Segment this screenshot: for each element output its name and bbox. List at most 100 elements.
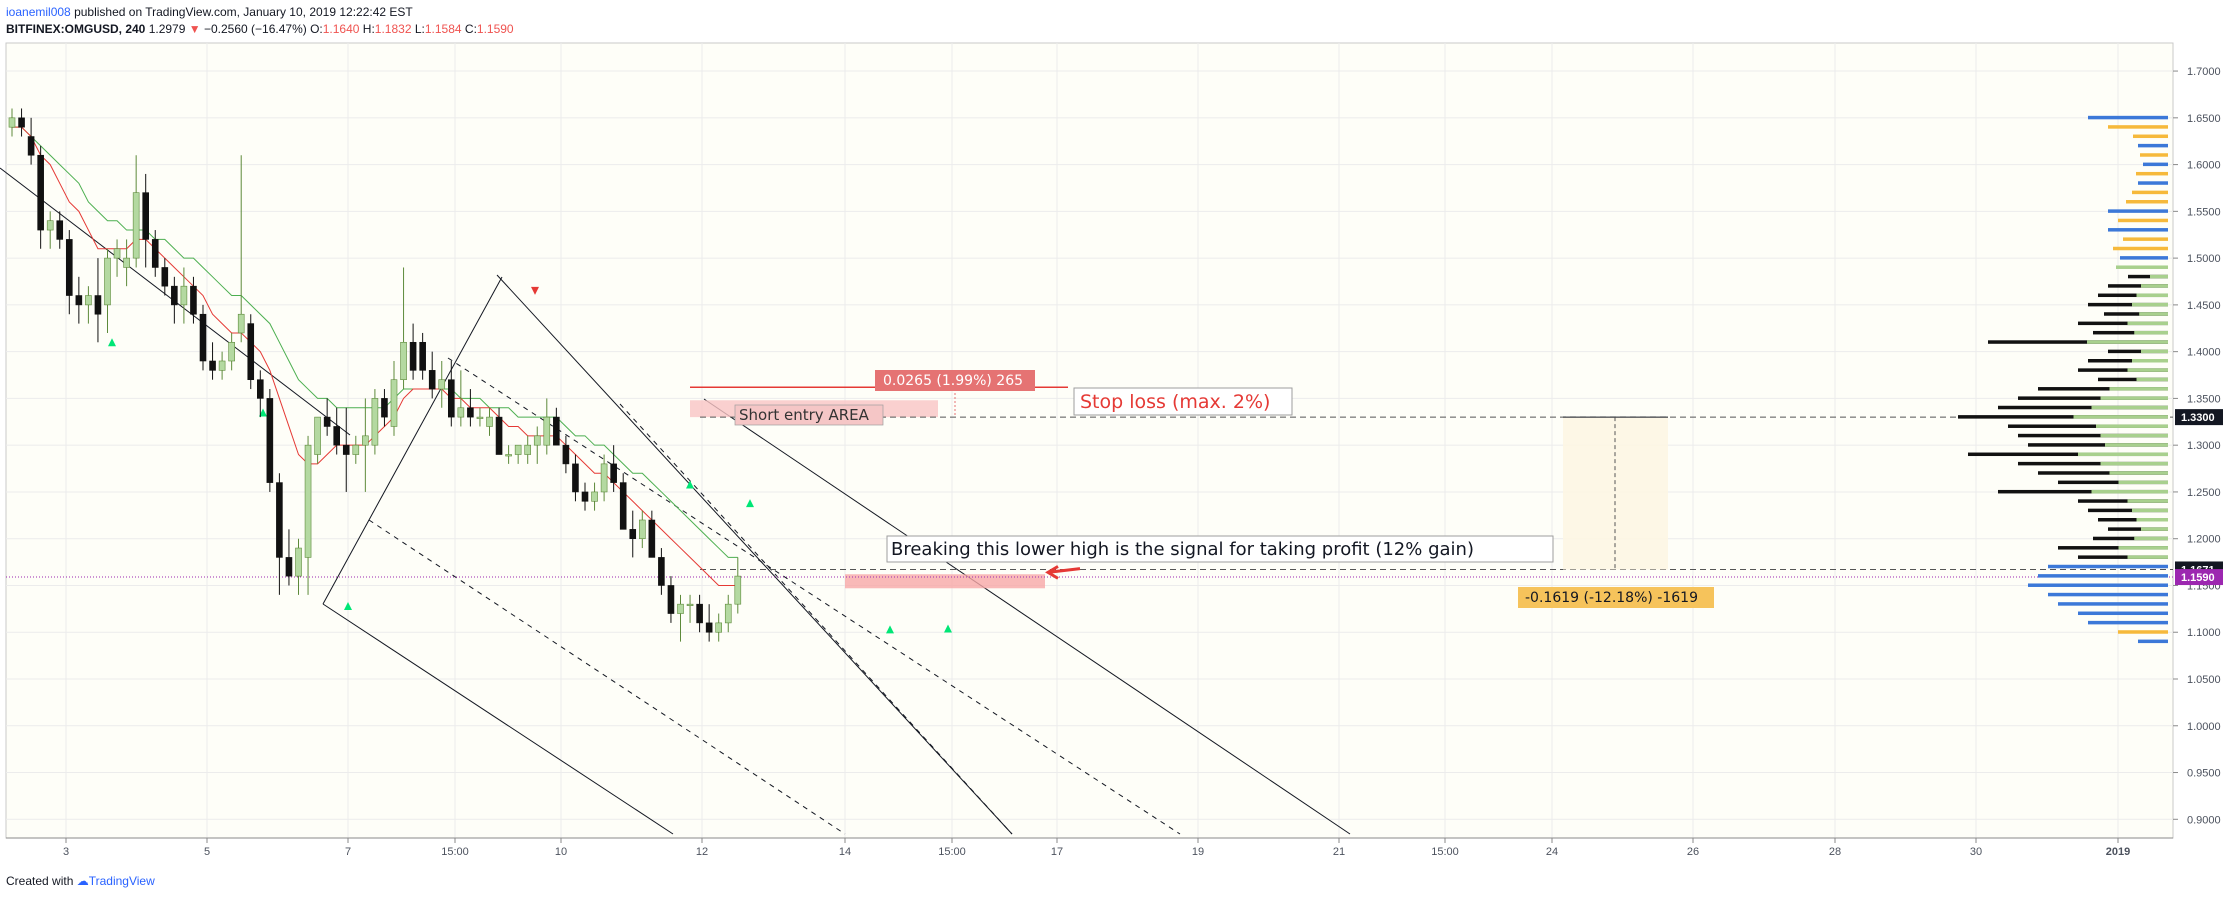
symbol-name: BITFINEX:OMGUSD, 240 [6, 22, 146, 36]
volume-profile-bar-up [2078, 452, 2168, 457]
last-price: 1.2979 [148, 22, 186, 36]
candle-down [572, 463, 579, 493]
median-line-dashed [619, 403, 1013, 835]
volume-profile-bar [2058, 602, 2168, 606]
tradingview-link[interactable]: TradingView [88, 874, 155, 888]
candle-up [543, 416, 551, 446]
y-tick-label: 0.9000 [2187, 814, 2221, 826]
price-axis[interactable]: 1.7000 1.6500 1.6000 1.5500 1.5000 1.4500 1.40… [2173, 66, 2223, 826]
plot-background [5, 42, 2174, 839]
candle-up [352, 444, 360, 455]
candle-up [46, 220, 54, 231]
volume-profile-bar [2136, 171, 2168, 176]
volume-profile-bar [2058, 480, 2168, 485]
time-axis[interactable]: 3 5 7 15:00 10 12 14 15:00 17 19 21 15:00 24 26 28 30 20… [6, 837, 2173, 858]
x-tick-label: 15:00 [1431, 846, 1459, 858]
candle-down [629, 529, 637, 540]
candle-down [581, 491, 589, 502]
candle-up [438, 379, 446, 390]
volume-profile-bar [2123, 237, 2168, 241]
volume-profile-bar [2108, 284, 2168, 288]
volume-profile-bar [1998, 405, 2168, 410]
candle-up [85, 295, 92, 306]
volume-profile-bar-up [2105, 443, 2168, 447]
y-tick-label: 1.5000 [2187, 253, 2221, 265]
candle-up [686, 603, 694, 606]
price-axis-label: 1.3300 [2181, 412, 2215, 424]
candle-down [285, 557, 293, 577]
measure-bottom-label: -0.1619 (-12.18%) -1619 [1525, 590, 1698, 606]
volume-profile-bar [2116, 265, 2168, 269]
volume-profile-bar [1988, 340, 2168, 344]
candle-down [199, 313, 207, 362]
x-tick-label: 26 [1687, 846, 1699, 858]
candle-down [37, 154, 44, 231]
candle-up [600, 463, 608, 493]
buy-marker-icon [108, 338, 116, 347]
volume-profile-bar-up [2100, 461, 2168, 466]
candle-down [151, 239, 159, 268]
candle-down [27, 136, 35, 156]
author-link[interactable]: ioanemil008 [6, 5, 71, 19]
volume-profile-bar [2078, 368, 2168, 372]
volume-profile-bar-up [2136, 293, 2168, 298]
candle-up [591, 491, 598, 502]
volume-profile-bar-up [2109, 471, 2168, 475]
volume-profile-bar [2104, 312, 2168, 316]
volume-profile-bar-up [2073, 415, 2168, 419]
candle-down [428, 370, 436, 390]
channel-line [496, 274, 1013, 835]
candle-down [256, 379, 264, 399]
signal-arrow-shaft [1047, 567, 1081, 574]
y-tick-label: 0.9500 [2187, 768, 2221, 780]
volume-profile-bar-up [2136, 518, 2168, 522]
publish-info: ioanemil008 published on TradingView.com… [6, 5, 413, 19]
buy-marker-icon [944, 624, 952, 633]
high-label: H: [362, 22, 375, 36]
volume-profile-bar [2058, 546, 2168, 550]
volume-profile-bar [2108, 125, 2168, 129]
candle-up [390, 379, 398, 427]
breaking-label: Breaking this lower high is the signal f… [891, 539, 1474, 560]
volume-profile-bar [2048, 592, 2168, 597]
volume-profile-bar [2088, 508, 2168, 513]
candle-up [237, 313, 245, 334]
candle-down [333, 426, 341, 446]
x-tick-label: 2019 [2106, 846, 2130, 858]
volume-profile-bar-up [2127, 368, 2168, 372]
candle-up [371, 398, 379, 446]
candle-down [209, 360, 216, 371]
volume-profile-bar [2093, 330, 2168, 335]
price-axis-label-box [2175, 409, 2223, 426]
volume-profile-bar [2118, 630, 2168, 634]
candle-up [295, 547, 302, 577]
volume-profile-bar-up [2096, 424, 2168, 428]
candle-up [638, 519, 646, 540]
candle-up [304, 444, 312, 558]
candle-down [18, 117, 25, 128]
candle-down [342, 444, 350, 455]
y-tick-label: 1.0000 [2187, 721, 2221, 733]
x-tick-label: 3 [63, 846, 69, 858]
volume-profile-bar [2028, 583, 2168, 587]
volume-profile-bar [2132, 190, 2168, 195]
volume-profile-bar [2038, 471, 2168, 475]
publish-date: published on TradingView.com, January 10… [74, 5, 413, 19]
take-profit-zone [845, 574, 1045, 589]
symbol-legend: BITFINEX:OMGUSD, 240 1.2979 ▼ −0.2560 (−… [6, 22, 514, 36]
candle-up [113, 248, 121, 259]
candle-up [486, 416, 493, 427]
volume-profile-bar [2018, 396, 2168, 400]
volume-profile-bar [1968, 452, 2168, 457]
volume-profile-bar [2098, 293, 2168, 298]
candle-up [400, 341, 407, 381]
candle-down [562, 444, 570, 465]
y-tick-label: 1.2000 [2187, 534, 2221, 546]
volume-profile-bar [2108, 349, 2168, 354]
volume-profile-bar [2140, 153, 2168, 157]
candle-down [171, 285, 178, 306]
candle-up [533, 435, 541, 446]
volume-profile-bar-up [2139, 312, 2168, 316]
low-value: 1.1584 [424, 22, 462, 36]
